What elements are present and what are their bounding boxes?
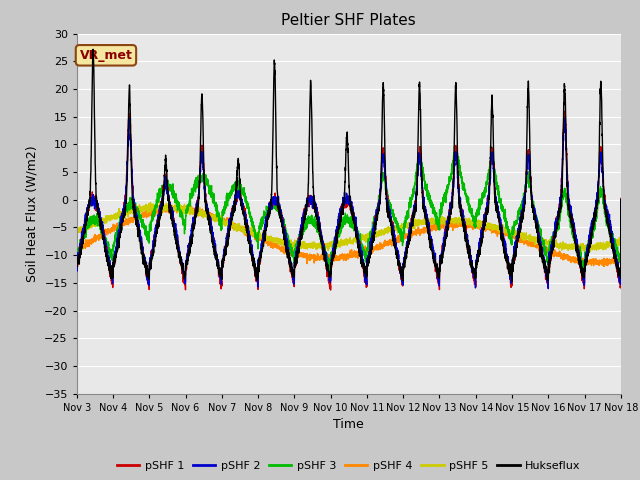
pSHF 3	[171, 192, 179, 198]
pSHF 4	[617, 258, 625, 264]
pSHF 2	[471, 275, 479, 280]
Line: pSHF 5: pSHF 5	[77, 203, 621, 252]
Title: Peltier SHF Plates: Peltier SHF Plates	[282, 13, 416, 28]
pSHF 4	[441, 224, 449, 230]
pSHF 4	[502, 233, 509, 239]
Line: pSHF 2: pSHF 2	[77, 119, 621, 288]
pSHF 3	[452, 143, 460, 148]
pSHF 3	[471, 217, 479, 223]
pSHF 5	[329, 242, 337, 248]
pSHF 2	[502, 250, 509, 255]
Line: pSHF 1: pSHF 1	[77, 111, 621, 290]
pSHF 4	[616, 258, 624, 264]
pSHF 4	[171, 206, 179, 212]
X-axis label: Time: Time	[333, 418, 364, 431]
pSHF 5	[441, 215, 449, 221]
pSHF 2	[328, 254, 336, 260]
Hukseflux	[171, 230, 179, 236]
pSHF 3	[73, 262, 81, 268]
Line: Hukseflux: Hukseflux	[77, 49, 621, 282]
pSHF 4	[73, 244, 81, 250]
Line: pSHF 3: pSHF 3	[77, 145, 621, 274]
pSHF 4	[471, 223, 479, 229]
pSHF 5	[73, 230, 81, 236]
pSHF 4	[600, 264, 608, 269]
pSHF 5	[147, 200, 154, 205]
Legend: pSHF 1, pSHF 2, pSHF 3, pSHF 4, pSHF 5, Hukseflux: pSHF 1, pSHF 2, pSHF 3, pSHF 4, pSHF 5, …	[113, 457, 585, 476]
pSHF 4	[329, 255, 337, 261]
pSHF 1	[561, 108, 568, 114]
pSHF 1	[73, 264, 81, 269]
pSHF 1	[329, 258, 337, 264]
pSHF 4	[163, 201, 170, 207]
pSHF 3	[326, 271, 333, 276]
Text: VR_met: VR_met	[79, 49, 132, 62]
pSHF 5	[502, 228, 509, 233]
pSHF 1	[617, 195, 625, 201]
Hukseflux	[471, 270, 479, 276]
pSHF 3	[502, 216, 509, 222]
pSHF 3	[441, 190, 449, 195]
pSHF 2	[545, 286, 552, 291]
pSHF 5	[578, 249, 586, 255]
pSHF 1	[502, 252, 509, 258]
Hukseflux	[508, 279, 516, 285]
pSHF 3	[329, 247, 337, 253]
Line: pSHF 4: pSHF 4	[77, 204, 621, 266]
Hukseflux	[441, 238, 449, 243]
pSHF 3	[617, 206, 625, 212]
pSHF 2	[617, 197, 625, 203]
pSHF 1	[171, 228, 179, 234]
pSHF 5	[471, 217, 479, 223]
pSHF 5	[171, 204, 179, 210]
pSHF 1	[616, 285, 624, 291]
Hukseflux	[502, 252, 509, 258]
pSHF 2	[73, 264, 81, 270]
Hukseflux	[329, 255, 337, 261]
pSHF 1	[327, 287, 335, 293]
pSHF 2	[616, 281, 624, 287]
pSHF 1	[441, 232, 449, 238]
Hukseflux	[89, 47, 97, 52]
pSHF 1	[471, 274, 479, 280]
pSHF 5	[617, 240, 625, 245]
Hukseflux	[616, 272, 624, 278]
pSHF 5	[616, 238, 624, 243]
pSHF 3	[616, 260, 624, 266]
pSHF 2	[171, 221, 179, 227]
Hukseflux	[73, 259, 81, 264]
Hukseflux	[617, 197, 625, 203]
pSHF 2	[440, 234, 448, 240]
pSHF 2	[561, 116, 568, 121]
Y-axis label: Soil Heat Flux (W/m2): Soil Heat Flux (W/m2)	[26, 145, 38, 282]
